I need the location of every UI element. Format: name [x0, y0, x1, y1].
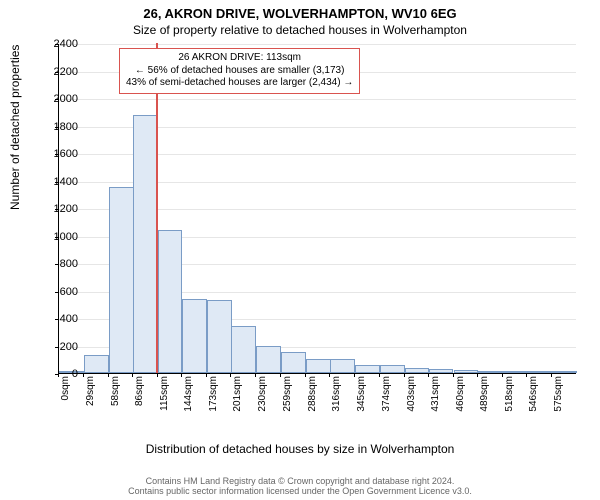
gridline	[59, 44, 576, 45]
xtick-mark	[132, 373, 133, 377]
xtick-label: 0sqm	[60, 376, 71, 426]
histogram-bar	[405, 368, 430, 373]
xtick-label: 201sqm	[232, 376, 243, 426]
xtick-label: 144sqm	[183, 376, 194, 426]
annotation-box: 26 AKRON DRIVE: 113sqm← 56% of detached …	[119, 48, 360, 94]
ytick-label: 600	[42, 286, 78, 298]
xtick-mark	[453, 373, 454, 377]
gridline	[59, 99, 576, 100]
xtick-label: 86sqm	[134, 376, 145, 426]
ytick-label: 1400	[42, 176, 78, 188]
xtick-mark	[108, 373, 109, 377]
histogram-bar	[133, 115, 158, 374]
chart-container: 26, AKRON DRIVE, WOLVERHAMPTON, WV10 6EG…	[0, 0, 600, 500]
xtick-label: 403sqm	[406, 376, 417, 426]
xtick-label: 29sqm	[85, 376, 96, 426]
attribution-line: Contains public sector information licen…	[0, 486, 600, 496]
xtick-label: 489sqm	[479, 376, 490, 426]
histogram-bar	[552, 371, 577, 373]
histogram-bar	[182, 299, 207, 373]
histogram-bar	[231, 326, 256, 373]
histogram-bar	[84, 355, 109, 373]
xtick-label: 316sqm	[331, 376, 342, 426]
xtick-mark	[404, 373, 405, 377]
xtick-mark	[83, 373, 84, 377]
xtick-label: 115sqm	[159, 376, 170, 426]
histogram-bar	[429, 369, 454, 373]
ytick-label: 1600	[42, 148, 78, 160]
y-axis-label: Number of detached properties	[8, 45, 22, 210]
ytick-label: 2400	[42, 38, 78, 50]
xtick-mark	[379, 373, 380, 377]
histogram-bar	[380, 365, 405, 373]
annotation-line: 26 AKRON DRIVE: 113sqm	[126, 52, 353, 65]
xtick-mark	[329, 373, 330, 377]
xtick-label: 259sqm	[282, 376, 293, 426]
histogram-bar	[527, 371, 552, 373]
xtick-label: 518sqm	[504, 376, 515, 426]
xtick-label: 173sqm	[208, 376, 219, 426]
xtick-label: 546sqm	[528, 376, 539, 426]
plot-area-wrap: 26 AKRON DRIVE: 113sqm← 56% of detached …	[58, 44, 576, 414]
plot-area: 26 AKRON DRIVE: 113sqm← 56% of detached …	[58, 44, 576, 374]
histogram-bar	[330, 359, 355, 373]
histogram-bar	[281, 352, 306, 373]
ytick-label: 1800	[42, 121, 78, 133]
chart-title: 26, AKRON DRIVE, WOLVERHAMPTON, WV10 6EG	[0, 0, 600, 21]
xtick-mark	[280, 373, 281, 377]
ytick-label: 200	[42, 341, 78, 353]
ytick-label: 1200	[42, 203, 78, 215]
histogram-bar	[207, 300, 232, 373]
xtick-mark	[305, 373, 306, 377]
ytick-label: 0	[42, 368, 78, 380]
xtick-label: 345sqm	[356, 376, 367, 426]
histogram-bar	[503, 371, 528, 373]
xtick-label: 374sqm	[381, 376, 392, 426]
chart-subtitle: Size of property relative to detached ho…	[0, 21, 600, 37]
histogram-bar	[355, 365, 380, 373]
ytick-label: 400	[42, 313, 78, 325]
xtick-mark	[354, 373, 355, 377]
ytick-label: 2200	[42, 66, 78, 78]
histogram-bar	[109, 187, 134, 373]
attribution: Contains HM Land Registry data © Crown c…	[0, 476, 600, 496]
histogram-bar	[306, 359, 331, 373]
xtick-label: 431sqm	[430, 376, 441, 426]
annotation-line: ← 56% of detached houses are smaller (3,…	[126, 65, 353, 78]
histogram-bar	[478, 371, 503, 373]
xtick-label: 288sqm	[307, 376, 318, 426]
xtick-mark	[157, 373, 158, 377]
ytick-label: 2000	[42, 93, 78, 105]
xtick-mark	[551, 373, 552, 377]
xtick-mark	[428, 373, 429, 377]
xtick-label: 58sqm	[110, 376, 121, 426]
histogram-bar	[158, 230, 183, 373]
ytick-label: 1000	[42, 231, 78, 243]
annotation-line: 43% of semi-detached houses are larger (…	[126, 77, 353, 90]
x-axis-label: Distribution of detached houses by size …	[0, 442, 600, 456]
xtick-label: 230sqm	[257, 376, 268, 426]
xtick-label: 575sqm	[553, 376, 564, 426]
ytick-label: 800	[42, 258, 78, 270]
histogram-bar	[454, 370, 479, 373]
attribution-line: Contains HM Land Registry data © Crown c…	[0, 476, 600, 486]
histogram-bar	[256, 346, 281, 374]
xtick-label: 460sqm	[455, 376, 466, 426]
